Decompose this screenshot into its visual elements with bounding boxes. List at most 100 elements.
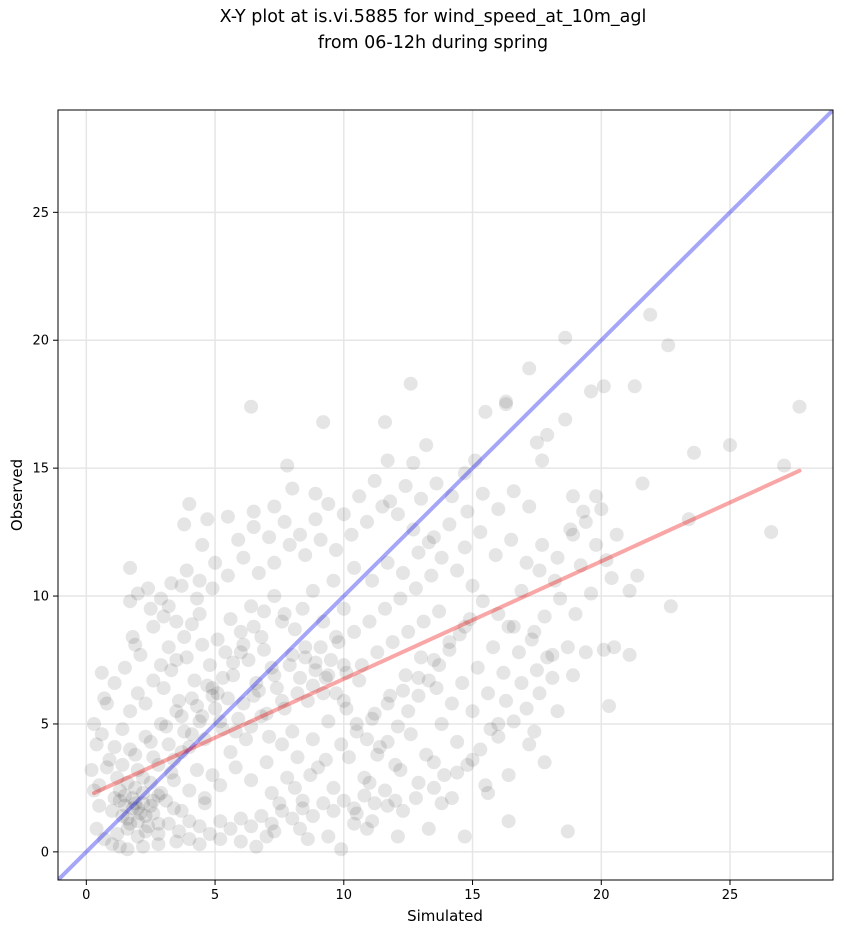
- data-point: [524, 632, 539, 647]
- data-point: [190, 699, 204, 713]
- data-point: [514, 676, 529, 690]
- data-point: [347, 816, 362, 831]
- data-point: [251, 566, 266, 580]
- x-tick-label: 5: [211, 888, 219, 903]
- data-point: [159, 793, 174, 808]
- data-point: [233, 624, 248, 639]
- grid-lines: [58, 110, 833, 880]
- data-point: [285, 811, 300, 826]
- data-point: [208, 701, 223, 716]
- data-point: [367, 796, 382, 811]
- data-point: [385, 635, 400, 650]
- data-point: [568, 607, 583, 621]
- data-point: [390, 507, 405, 522]
- data-point: [197, 796, 212, 811]
- data-point: [293, 670, 307, 685]
- data-point: [154, 717, 168, 731]
- data-point: [244, 719, 259, 734]
- data-point: [295, 601, 310, 616]
- data-point: [179, 563, 194, 578]
- data-point: [491, 502, 506, 517]
- data-point: [406, 456, 421, 470]
- data-point: [308, 655, 323, 670]
- data-point: [426, 653, 441, 667]
- data-point: [177, 630, 192, 644]
- data-point: [390, 719, 405, 734]
- data-point: [117, 788, 132, 803]
- data-point: [362, 614, 377, 629]
- data-point: [123, 704, 138, 719]
- data-point: [411, 688, 426, 703]
- data-point: [220, 568, 235, 583]
- data-point: [107, 740, 122, 754]
- data-point: [491, 607, 506, 621]
- x-tick-label: 20: [593, 888, 610, 903]
- data-point: [537, 755, 552, 770]
- data-point: [246, 520, 261, 534]
- data-point: [403, 727, 418, 742]
- data-point: [285, 647, 300, 662]
- data-point: [277, 701, 292, 716]
- data-point: [205, 581, 220, 596]
- data-point: [334, 737, 349, 752]
- data-point: [89, 737, 104, 752]
- data-point: [622, 647, 637, 662]
- data-point: [378, 415, 392, 430]
- data-point: [117, 660, 132, 675]
- data-point: [213, 832, 228, 847]
- data-point: [450, 734, 465, 749]
- data-point: [218, 645, 233, 660]
- data-point: [141, 819, 156, 834]
- data-point: [326, 573, 341, 588]
- data-point: [172, 693, 186, 708]
- data-point: [408, 791, 423, 806]
- data-point: [269, 681, 284, 696]
- data-point: [138, 809, 153, 823]
- data-point: [522, 737, 537, 752]
- data-point: [442, 642, 457, 657]
- data-point: [473, 525, 488, 540]
- data-point: [532, 686, 547, 701]
- data-point: [398, 479, 413, 493]
- data-point: [275, 693, 289, 708]
- data-point: [205, 688, 220, 703]
- data-point: [318, 670, 333, 685]
- data-point: [190, 763, 204, 777]
- data-point: [360, 732, 374, 747]
- data-point: [208, 555, 223, 570]
- data-point: [496, 665, 511, 680]
- data-point: [246, 688, 261, 703]
- data-point: [380, 453, 395, 468]
- data-point: [311, 760, 325, 775]
- data-point: [195, 537, 210, 552]
- data-point: [432, 658, 447, 673]
- data-point: [259, 829, 274, 844]
- data-point: [130, 586, 145, 601]
- data-point: [424, 568, 439, 583]
- data-point: [558, 330, 573, 345]
- data-point: [486, 640, 501, 655]
- data-point: [280, 458, 295, 473]
- data-point: [365, 711, 380, 726]
- data-point: [537, 609, 552, 624]
- data-point: [192, 819, 207, 834]
- data-point: [182, 814, 197, 829]
- data-point: [298, 650, 313, 665]
- data-point: [416, 614, 431, 629]
- data-point: [130, 763, 145, 777]
- data-point: [177, 517, 192, 532]
- data-point: [450, 563, 465, 578]
- data-point: [305, 583, 320, 598]
- data-point: [687, 445, 701, 460]
- data-point: [123, 594, 138, 609]
- data-point: [190, 591, 204, 606]
- data-point: [102, 752, 117, 767]
- data-point: [331, 635, 346, 650]
- data-point: [434, 717, 449, 731]
- data-point: [396, 803, 410, 818]
- data-point: [205, 768, 220, 783]
- data-point: [339, 665, 354, 680]
- data-point: [388, 793, 403, 808]
- y-tick-label: 0: [41, 845, 49, 860]
